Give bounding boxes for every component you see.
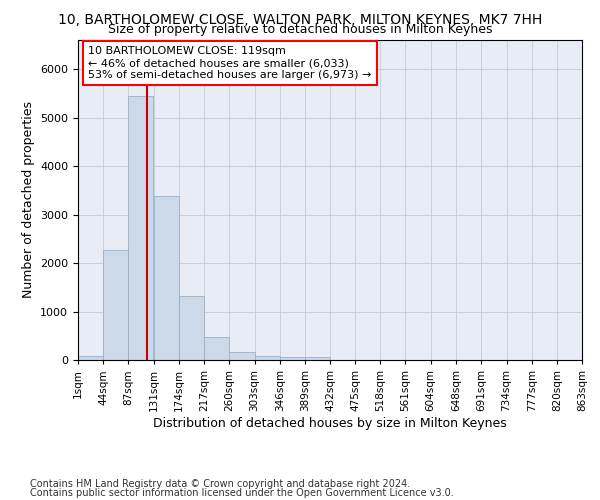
Text: 10, BARTHOLOMEW CLOSE, WALTON PARK, MILTON KEYNES, MK7 7HH: 10, BARTHOLOMEW CLOSE, WALTON PARK, MILT… xyxy=(58,12,542,26)
Text: Contains public sector information licensed under the Open Government Licence v3: Contains public sector information licen… xyxy=(30,488,454,498)
Y-axis label: Number of detached properties: Number of detached properties xyxy=(22,102,35,298)
X-axis label: Distribution of detached houses by size in Milton Keynes: Distribution of detached houses by size … xyxy=(153,416,507,430)
Text: 10 BARTHOLOMEW CLOSE: 119sqm
← 46% of detached houses are smaller (6,033)
53% of: 10 BARTHOLOMEW CLOSE: 119sqm ← 46% of de… xyxy=(88,46,371,80)
Bar xyxy=(204,336,229,360)
Bar xyxy=(78,356,103,360)
Bar xyxy=(229,352,254,360)
Bar xyxy=(128,96,154,360)
Bar xyxy=(154,196,179,360)
Text: Contains HM Land Registry data © Crown copyright and database right 2024.: Contains HM Land Registry data © Crown c… xyxy=(30,479,410,489)
Bar xyxy=(305,358,330,360)
Bar xyxy=(103,250,128,360)
Bar xyxy=(280,357,305,360)
Text: Size of property relative to detached houses in Milton Keynes: Size of property relative to detached ho… xyxy=(108,22,492,36)
Bar xyxy=(254,356,280,360)
Bar xyxy=(179,296,204,360)
